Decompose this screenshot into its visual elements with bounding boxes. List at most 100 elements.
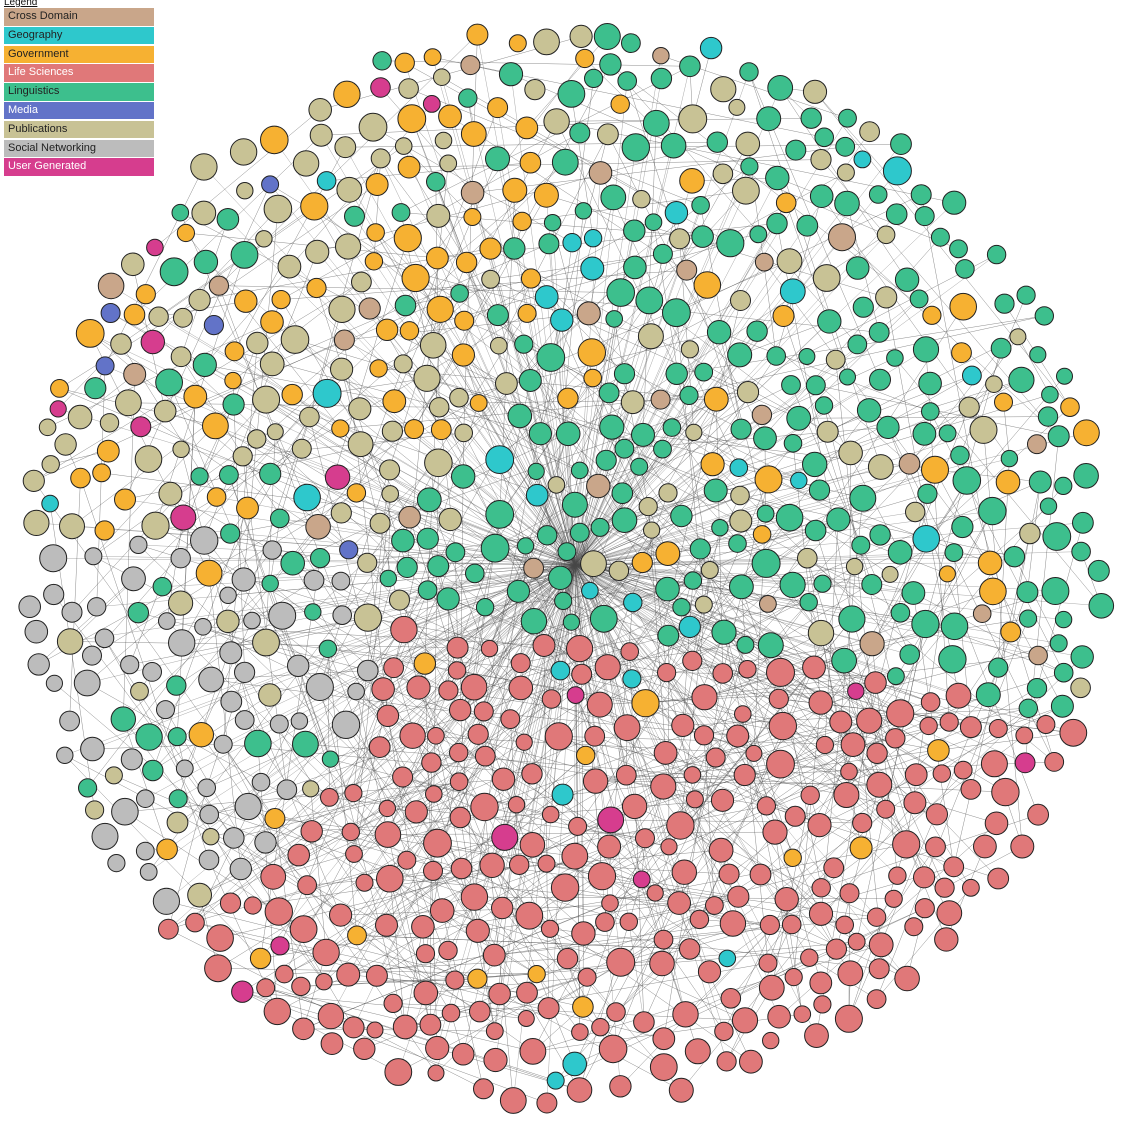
dataset-node-publications[interactable] [658,483,678,503]
dataset-node-social-networking[interactable] [194,618,212,636]
dataset-node-life-sciences[interactable] [633,1011,655,1033]
dataset-node-government[interactable] [951,342,972,364]
dataset-node-life-sciences[interactable] [804,1023,829,1048]
dataset-node-government[interactable] [979,577,1007,606]
dataset-node-life-sciences[interactable] [1036,715,1056,734]
dataset-node-government[interactable] [430,419,452,441]
dataset-node-social-networking[interactable] [234,792,262,821]
dataset-node-linguistics[interactable] [838,108,857,128]
dataset-node-cross-domain[interactable] [828,223,856,252]
dataset-node-linguistics[interactable] [503,237,526,260]
dataset-node-life-sciences[interactable] [329,903,353,927]
dataset-node-life-sciences[interactable] [660,838,678,856]
dataset-node-government[interactable] [754,465,783,494]
dataset-node-life-sciences[interactable] [374,821,402,848]
dataset-node-linguistics[interactable] [749,225,768,244]
dataset-node-publications[interactable] [710,76,737,103]
dataset-node-life-sciences[interactable] [652,1027,676,1051]
dataset-node-publications[interactable] [187,882,213,908]
dataset-node-linguistics[interactable] [190,467,209,486]
dataset-node-government[interactable] [202,412,229,440]
dataset-node-linguistics[interactable] [598,382,620,404]
dataset-node-linguistics[interactable] [665,362,688,385]
dataset-node-government[interactable] [281,383,303,406]
dataset-node-life-sciences[interactable] [460,673,488,701]
dataset-node-linguistics[interactable] [548,565,573,590]
dataset-node-linguistics[interactable] [834,190,860,217]
dataset-node-life-sciences[interactable] [784,968,803,987]
dataset-node-linguistics[interactable] [514,334,534,354]
dataset-node-linguistics[interactable] [910,184,932,206]
dataset-node-life-sciences[interactable] [837,960,864,987]
dataset-node-life-sciences[interactable] [1027,803,1049,826]
dataset-node-user-generated[interactable] [231,980,254,1003]
dataset-node-life-sciences[interactable] [556,947,579,970]
dataset-node-life-sciences[interactable] [292,1017,315,1041]
dataset-node-government[interactable] [517,303,537,323]
dataset-node-life-sciences[interactable] [671,859,697,885]
dataset-node-user-generated[interactable] [146,238,164,257]
dataset-node-life-sciences[interactable] [566,1077,593,1103]
dataset-node-life-sciences[interactable] [450,857,473,880]
dataset-node-geography[interactable] [664,201,689,225]
dataset-node-life-sciences[interactable] [571,1023,589,1041]
dataset-node-publications[interactable] [258,683,282,707]
dataset-node-life-sciences[interactable] [685,790,704,809]
dataset-node-geography[interactable] [550,660,571,681]
dataset-node-social-networking[interactable] [120,748,143,771]
dataset-node-linguistics[interactable] [781,375,801,395]
dataset-node-linguistics[interactable] [949,239,968,259]
dataset-node-life-sciences[interactable] [840,762,858,781]
dataset-node-publications[interactable] [291,438,312,459]
dataset-node-life-sciences[interactable] [375,913,398,937]
dataset-node-publications[interactable] [302,780,320,798]
dataset-node-life-sciences[interactable] [366,1021,384,1039]
dataset-node-government[interactable] [775,192,797,214]
dataset-node-geography[interactable] [729,458,749,478]
dataset-node-linguistics[interactable] [538,233,560,255]
dataset-node-publications[interactable] [347,431,374,458]
dataset-node-linguistics[interactable] [662,298,691,328]
dataset-node-life-sciences[interactable] [341,822,360,842]
dataset-node-linguistics[interactable] [757,632,784,659]
dataset-node-social-networking[interactable] [27,653,50,676]
dataset-node-life-sciences[interactable] [571,921,596,946]
dataset-node-life-sciences[interactable] [441,1003,461,1023]
dataset-node-publications[interactable] [266,423,284,441]
dataset-node-linguistics[interactable] [261,574,279,593]
dataset-node-publications[interactable] [438,507,462,532]
dataset-node-government[interactable] [94,520,115,541]
dataset-node-linguistics[interactable] [458,88,478,108]
dataset-node-linguistics[interactable] [813,574,832,593]
dataset-node-publications[interactable] [736,381,760,404]
dataset-node-life-sciences[interactable] [866,907,887,927]
dataset-node-social-networking[interactable] [152,887,180,915]
dataset-node-life-sciences[interactable] [449,698,472,722]
dataset-node-life-sciences[interactable] [390,615,418,644]
dataset-node-cross-domain[interactable] [1028,645,1048,666]
dataset-node-life-sciences[interactable] [425,785,443,803]
dataset-node-life-sciences[interactable] [672,1001,699,1028]
dataset-node-life-sciences[interactable] [980,750,1008,778]
dataset-node-life-sciences[interactable] [598,1034,628,1064]
dataset-node-life-sciences[interactable] [888,866,907,885]
dataset-node-linguistics[interactable] [1039,497,1058,515]
dataset-node-linguistics[interactable] [835,136,856,157]
dataset-node-life-sciences[interactable] [962,878,980,897]
dataset-node-linguistics[interactable] [1041,577,1070,605]
dataset-node-publications[interactable] [348,397,372,421]
dataset-node-life-sciences[interactable] [289,915,318,943]
dataset-node-linguistics[interactable] [78,778,98,798]
dataset-node-life-sciences[interactable] [620,642,640,661]
dataset-node-life-sciences[interactable] [766,657,795,687]
dataset-node-life-sciences[interactable] [474,745,496,767]
dataset-node-publications[interactable] [148,306,169,327]
dataset-node-life-sciences[interactable] [621,793,648,820]
dataset-node-geography[interactable] [678,615,701,639]
dataset-node-cross-domain[interactable] [97,272,125,300]
dataset-node-publications[interactable] [305,239,330,264]
dataset-node-linguistics[interactable] [817,309,842,334]
dataset-node-life-sciences[interactable] [802,655,826,680]
dataset-node-linguistics[interactable] [642,109,670,137]
dataset-node-publications[interactable] [490,336,508,355]
